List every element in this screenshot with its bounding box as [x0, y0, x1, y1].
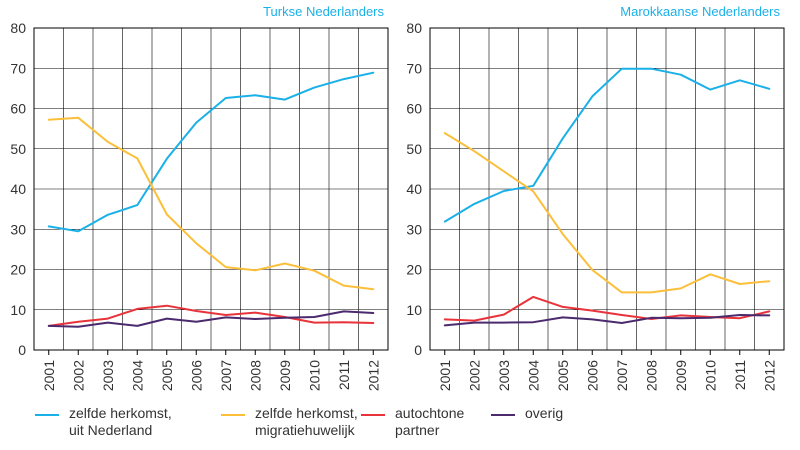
legend-item-uit-nederland: zelfde herkomst, uit Nederland	[35, 405, 172, 439]
legend-label-migratiehuwelijk: zelfde herkomst, migratiehuwelijk	[255, 405, 358, 438]
series-line-nederland	[47, 71, 375, 233]
y-tick-label: 60	[406, 101, 422, 117]
legend-swatch-uit-nederland	[35, 414, 59, 416]
x-tick-label: 2009	[673, 360, 689, 391]
x-tick-label: 2010	[306, 360, 322, 391]
x-tick-label: 2005	[555, 360, 571, 391]
y-tick-label: 50	[406, 141, 422, 157]
y-tick-label: 60	[10, 101, 26, 117]
series-line-nederland	[443, 67, 771, 223]
series-line-partner	[47, 304, 375, 327]
series-line-overig	[47, 310, 375, 328]
x-tick-label: 2004	[525, 360, 541, 391]
y-tick-label: 50	[10, 141, 26, 157]
x-tick-label: 2011	[732, 360, 748, 390]
y-tick-label: 10	[406, 302, 422, 318]
x-tick-label: 2001	[41, 360, 57, 391]
y-tick-label: 70	[10, 60, 26, 76]
plot-frame	[33, 27, 389, 351]
x-tick-label: 2012	[761, 360, 777, 391]
x-tick-label: 2006	[188, 360, 204, 391]
series-line-overig	[443, 314, 771, 327]
x-tick-label: 2004	[129, 360, 145, 391]
legend-label-autochtone-partner: autochtone partner	[395, 405, 465, 438]
x-tick-label: 2007	[614, 360, 630, 391]
y-tick-label: 30	[406, 221, 422, 237]
x-tick-label: 2008	[643, 360, 659, 391]
y-tick-label: 20	[10, 262, 26, 278]
x-tick-label: 2005	[159, 360, 175, 391]
chart-panel-marokkaanse: 0 10 20 30 40 50 60 70 80 2001 2002 2003 2004 2005 200…	[406, 4, 785, 391]
x-tick-label: 2006	[584, 360, 600, 391]
y-tick-label: 40	[10, 181, 26, 197]
x-tick-label: 2002	[466, 360, 482, 391]
legend-item-overig: overig	[491, 405, 563, 422]
series-line-migratiehuwelijk	[443, 132, 771, 294]
chart-panel-turkse: 0 10 20 30 40 50 60 70 80 2001 2002 2003 2004 2005 200…	[10, 4, 389, 391]
legend-swatch-autochtone-partner	[361, 414, 385, 416]
legend-label-overig: overig	[525, 405, 564, 421]
legend-label-uit-nederland: zelfde herkomst, uit Nederland	[69, 405, 172, 438]
legend-swatch-migratiehuwelijk	[221, 414, 245, 416]
legend-item-autochtone-partner: autochtone partner	[361, 405, 464, 439]
x-tick-label: 2003	[496, 360, 512, 391]
x-tick-label: 2003	[100, 360, 116, 391]
y-tick-label: 20	[406, 262, 422, 278]
plot-frame	[429, 27, 785, 351]
y-tick-label: 80	[10, 20, 26, 36]
x-tick-label: 2012	[365, 360, 381, 391]
y-tick-label: 0	[414, 342, 422, 358]
x-tick-label: 2011	[336, 360, 352, 390]
x-tick-label: 2002	[70, 360, 86, 391]
legend-item-migratiehuwelijk: zelfde herkomst, migratiehuwelijk	[221, 405, 358, 439]
chart-legend: zelfde herkomst, uit Nederland zelfde he…	[0, 405, 800, 450]
chart-title: Turkse Nederlanders	[263, 4, 384, 19]
legend-swatch-overig	[491, 414, 515, 416]
y-tick-label: 0	[18, 342, 26, 358]
y-tick-label: 10	[10, 302, 26, 318]
x-tick-label: 2007	[218, 360, 234, 391]
chart-title: Marokkaanse Nederlanders	[620, 4, 780, 19]
x-tick-label: 2010	[702, 360, 718, 391]
x-tick-label: 2009	[277, 360, 293, 391]
series-line-migratiehuwelijk	[47, 116, 375, 291]
x-tick-label: 2001	[437, 360, 453, 391]
y-tick-label: 70	[406, 60, 422, 76]
y-tick-label: 30	[10, 221, 26, 237]
x-tick-label: 2008	[247, 360, 263, 391]
y-tick-label: 80	[406, 20, 422, 36]
y-tick-label: 40	[406, 181, 422, 197]
